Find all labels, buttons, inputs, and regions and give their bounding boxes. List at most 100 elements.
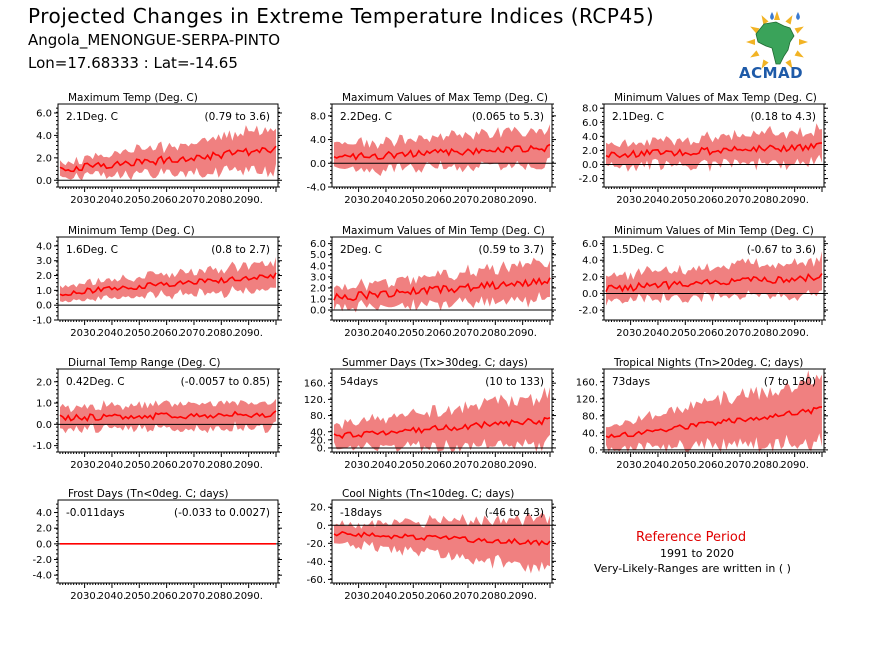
y-tick-label: 4.0 bbox=[36, 131, 52, 142]
likely-range-band bbox=[60, 257, 276, 303]
y-tick-label: 4.0 bbox=[36, 508, 52, 519]
x-tick-label: 2090. bbox=[780, 195, 809, 206]
x-tick-label: 2060. bbox=[152, 460, 181, 471]
chart-panel: 0.0 2.0 4.0 6.0 2030.2040.2050.2060.2070.208… bbox=[36, 92, 282, 206]
x-tick-label: 2070. bbox=[180, 195, 209, 206]
y-tick-label: 0.0 bbox=[36, 539, 52, 550]
likely-range-band bbox=[60, 125, 276, 181]
y-tick-label: 160. bbox=[576, 377, 598, 388]
x-tick-label: 2090. bbox=[234, 591, 263, 602]
x-tick-label: 2080. bbox=[207, 591, 236, 602]
panel-summary: 2.2Deg. C bbox=[340, 111, 392, 123]
y-tick-label: 6.0 bbox=[36, 108, 52, 119]
y-tick-label: 80. bbox=[310, 411, 326, 422]
x-tick-label: 2090. bbox=[234, 460, 263, 471]
x-tick-label: 2060. bbox=[152, 328, 181, 339]
chart-panel: -1.00.01.02.02030.2040.2050.2060.2070.20… bbox=[32, 357, 282, 471]
y-tick-label: 40. bbox=[582, 428, 598, 439]
panel-title: Diurnal Temp Range (Deg. C) bbox=[68, 357, 220, 369]
panel-title: Minimum Temp (Deg. C) bbox=[68, 225, 195, 237]
y-tick-label: 6.0 bbox=[310, 239, 326, 250]
median-line bbox=[59, 145, 277, 173]
x-tick-label: 2090. bbox=[508, 460, 537, 471]
x-tick-label: 2080. bbox=[481, 591, 510, 602]
y-tick-label: 0.0 bbox=[310, 159, 326, 170]
y-tick-label: 2.0 bbox=[582, 146, 598, 157]
x-tick-label: 2090. bbox=[508, 591, 537, 602]
panel-summary: 1.5Deg. C bbox=[612, 244, 664, 256]
x-tick-label: 2050. bbox=[125, 328, 154, 339]
x-tick-label: 2060. bbox=[426, 591, 455, 602]
panel-title: Cool Nights (Tn<10deg. C; days) bbox=[342, 488, 514, 500]
x-tick-label: 2030. bbox=[616, 195, 645, 206]
acmad-logo bbox=[736, 8, 818, 84]
y-tick-label: 4.0 bbox=[582, 132, 598, 143]
x-tick-label: 2030. bbox=[70, 328, 99, 339]
panel-range: (0.59 to 3.7) bbox=[479, 244, 545, 256]
y-tick-label: 4.0 bbox=[36, 241, 52, 252]
y-tick-label: 120. bbox=[576, 394, 598, 405]
x-tick-label: 2040. bbox=[98, 328, 127, 339]
x-tick-label: 2070. bbox=[454, 328, 483, 339]
panel-summary: 73days bbox=[612, 376, 650, 388]
y-tick-label: 2.0 bbox=[36, 377, 52, 388]
y-tick-label: 4.0 bbox=[582, 256, 598, 267]
x-tick-label: 2060. bbox=[426, 328, 455, 339]
range-note: Very-Likely-Ranges are written in ( ) bbox=[594, 562, 791, 575]
x-tick-label: 2060. bbox=[698, 460, 727, 471]
panel-summary: 0.42Deg. C bbox=[66, 376, 125, 388]
x-tick-label: 2030. bbox=[344, 195, 373, 206]
panel-title: Minimum Values of Min Temp (Deg. C) bbox=[614, 225, 814, 237]
x-tick-label: 2050. bbox=[671, 195, 700, 206]
panel-title: Maximum Temp (Deg. C) bbox=[68, 92, 198, 104]
y-tick-label: -4.0 bbox=[32, 571, 52, 582]
y-tick-label: 3.0 bbox=[36, 256, 52, 267]
y-tick-label: 4.0 bbox=[310, 261, 326, 272]
y-tick-label: -60. bbox=[306, 575, 326, 586]
y-tick-label: -1.0 bbox=[32, 316, 52, 327]
x-tick-label: 2080. bbox=[481, 328, 510, 339]
x-tick-label: 2080. bbox=[207, 328, 236, 339]
x-tick-label: 2060. bbox=[426, 195, 455, 206]
y-tick-label: 2.0 bbox=[36, 271, 52, 282]
x-tick-label: 2060. bbox=[698, 195, 727, 206]
panel-range: (-0.0057 to 0.85) bbox=[181, 376, 270, 388]
y-tick-label: 80. bbox=[582, 411, 598, 422]
chart-panel: -2.00.02.04.06.08.02030.2040.2050.2060.2… bbox=[578, 92, 828, 206]
y-tick-label: -1.0 bbox=[32, 441, 52, 452]
likely-range-band bbox=[334, 387, 550, 452]
x-tick-label: 2070. bbox=[454, 591, 483, 602]
page-title: Projected Changes in Extreme Temperature… bbox=[28, 4, 655, 28]
x-tick-label: 2090. bbox=[234, 328, 263, 339]
y-tick-label: 0.0 bbox=[36, 420, 52, 431]
chart-panel: 0. 40. 80. 120. 160. 2030.2040.2050.2060.2070… bbox=[576, 357, 828, 471]
x-tick-label: 2030. bbox=[70, 195, 99, 206]
likely-range-band bbox=[606, 123, 822, 172]
x-tick-label: 2090. bbox=[508, 195, 537, 206]
africa-map-icon bbox=[746, 11, 808, 69]
x-tick-label: 2080. bbox=[481, 195, 510, 206]
panel-range: (-0.67 to 3.6) bbox=[747, 244, 816, 256]
y-tick-label: -20. bbox=[306, 539, 326, 550]
x-tick-label: 2050. bbox=[399, 591, 428, 602]
x-tick-label: 2090. bbox=[508, 328, 537, 339]
panel-range: (0.18 to 4.3) bbox=[751, 111, 817, 123]
likely-range-band bbox=[334, 257, 550, 313]
panel-title: Maximum Values of Min Temp (Deg. C) bbox=[342, 225, 545, 237]
y-tick-label: 0.0 bbox=[582, 289, 598, 300]
y-tick-label: 2.0 bbox=[310, 283, 326, 294]
chart-panel: -1.00.01.02.03.04.02030.2040.2050.2060.2… bbox=[32, 225, 282, 339]
x-tick-label: 2040. bbox=[644, 328, 673, 339]
panel-range: (0.065 to 5.3) bbox=[472, 111, 544, 123]
y-tick-label: 120. bbox=[304, 395, 326, 406]
likely-range-band bbox=[334, 512, 550, 574]
x-tick-label: 2040. bbox=[644, 195, 673, 206]
panel-summary: 54days bbox=[340, 376, 378, 388]
y-tick-label: 0. bbox=[316, 443, 326, 454]
median-line bbox=[605, 406, 823, 439]
x-tick-label: 2070. bbox=[454, 460, 483, 471]
y-tick-label: 4.0 bbox=[310, 135, 326, 146]
x-tick-label: 2090. bbox=[234, 195, 263, 206]
panel-summary: -18days bbox=[340, 507, 382, 519]
x-tick-label: 2040. bbox=[372, 328, 401, 339]
